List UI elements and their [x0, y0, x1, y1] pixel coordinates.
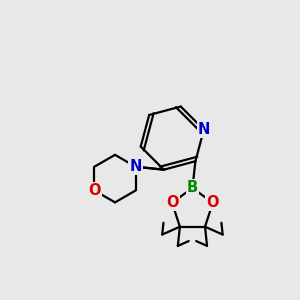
Text: N: N — [198, 122, 210, 137]
Text: O: O — [88, 183, 101, 198]
Text: N: N — [129, 159, 142, 174]
Text: O: O — [206, 195, 219, 210]
Text: B: B — [187, 181, 198, 196]
Text: O: O — [166, 195, 178, 210]
